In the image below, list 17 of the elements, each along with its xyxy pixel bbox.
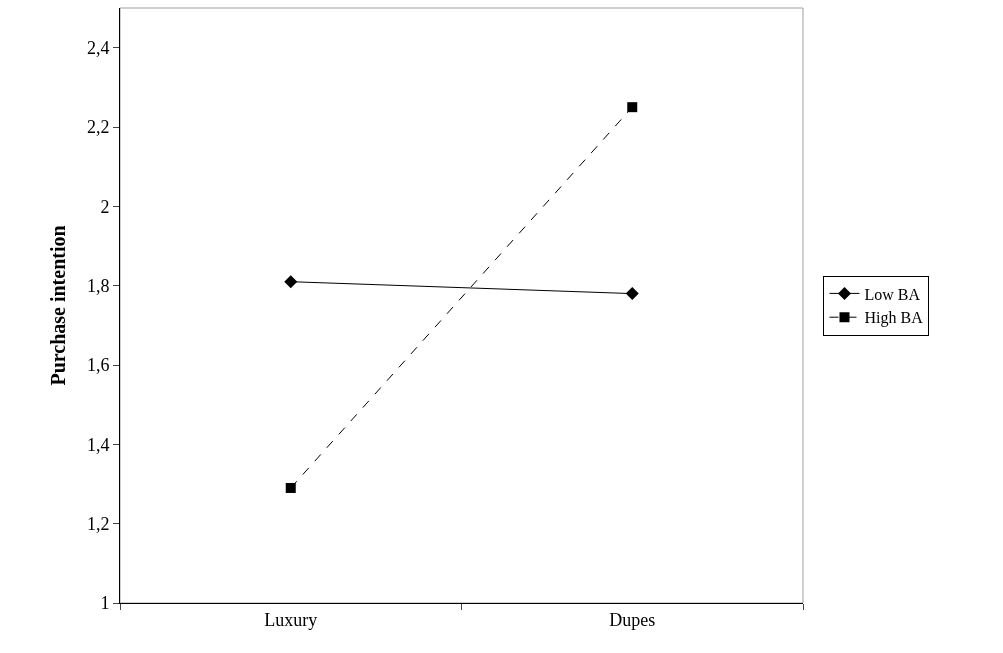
x-tick-label: Luxury xyxy=(264,609,318,630)
point xyxy=(285,482,296,493)
point xyxy=(625,287,639,301)
x-tick-label: Dupes xyxy=(609,609,656,630)
y-tick-label: 2,4 xyxy=(86,37,110,58)
point xyxy=(284,275,298,289)
y-tick-label: 1,2 xyxy=(86,513,110,534)
y-tick-label: 1,6 xyxy=(86,355,110,376)
y-axis-title: Purchase intention xyxy=(47,225,70,386)
y-tick-label: 2 xyxy=(100,196,110,217)
legend-label: High BA xyxy=(864,309,924,328)
y-tick-label: 1,8 xyxy=(86,275,110,296)
y-tick-label: 1,4 xyxy=(86,434,110,455)
point xyxy=(627,102,638,113)
y-tick-label: 2,2 xyxy=(86,117,110,138)
legend-label: Low BA xyxy=(864,285,921,303)
y-tick-label: 1 xyxy=(100,593,110,614)
